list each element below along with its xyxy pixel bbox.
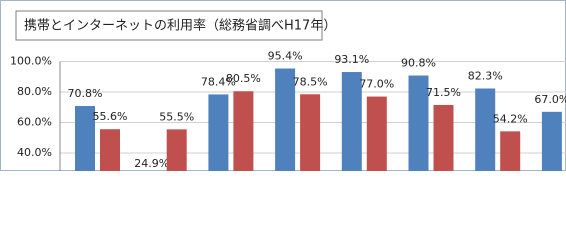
bar (366, 96, 387, 171)
bar (500, 131, 521, 171)
value-label: 54.2% (493, 112, 528, 125)
bar (233, 91, 254, 171)
value-label: 55.6% (93, 110, 128, 123)
bar (75, 106, 95, 171)
bar (275, 68, 296, 171)
y-tick-label: 40.0% (17, 146, 52, 159)
value-label: 78.5% (293, 75, 328, 88)
value-label: 77.0% (359, 78, 394, 91)
y-tick-label: 100.0% (10, 55, 52, 68)
value-label: 55.5% (159, 110, 194, 123)
bar (100, 129, 120, 171)
bar (300, 94, 321, 171)
value-label: 78.4% (201, 75, 236, 88)
value-label: 67.0% (534, 93, 566, 106)
chart-title: 携帯とインターネットの利用率（総務省調べH17年） (24, 18, 336, 34)
value-label: 80.5% (226, 72, 261, 85)
value-label: 24.9% (134, 157, 169, 170)
y-tick-label: 60.0% (17, 116, 52, 129)
title-box (15, 10, 323, 41)
bar (475, 88, 496, 171)
bar (208, 94, 229, 171)
value-label: 70.8% (68, 87, 103, 100)
value-label: 71.5% (426, 86, 461, 99)
bar (341, 72, 362, 171)
bar (541, 111, 562, 171)
y-tick-label: 80.0% (17, 85, 52, 98)
value-label: 93.1% (334, 53, 369, 66)
chart: 携帯とインターネットの利用率（総務省調べH17年） 40.0% 60.0% 80.0… (0, 0, 566, 171)
value-label: 90.8% (401, 57, 436, 70)
bar (433, 104, 454, 171)
value-label: 95.4% (268, 50, 303, 63)
bar (408, 75, 429, 171)
value-label: 82.3% (468, 69, 503, 82)
bar (166, 129, 187, 171)
